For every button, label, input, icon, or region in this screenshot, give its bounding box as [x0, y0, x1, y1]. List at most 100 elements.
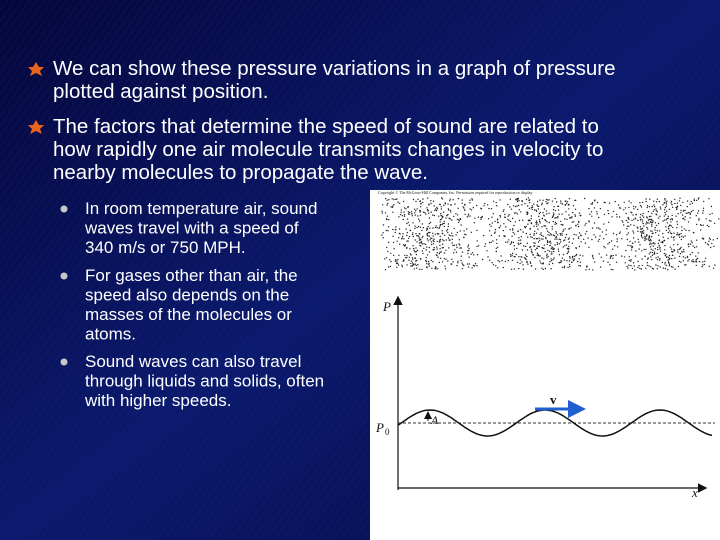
molecule-dot [414, 239, 416, 241]
molecule-dot [471, 267, 473, 269]
molecule-dot [596, 213, 598, 215]
molecule-dot [577, 237, 580, 239]
molecule-dot [680, 238, 683, 241]
molecule-dot [664, 199, 666, 201]
molecule-dot [592, 269, 594, 271]
molecule-dot [397, 258, 399, 261]
molecule-dot [659, 248, 661, 250]
molecule-dot [659, 266, 661, 268]
molecule-dot [648, 265, 650, 267]
molecule-dot [439, 223, 442, 226]
molecule-dot [415, 260, 417, 262]
molecule-dot [683, 228, 685, 230]
molecule-dot [677, 249, 679, 251]
molecule-dot [553, 250, 555, 253]
molecule-dot [411, 233, 414, 236]
molecule-dot [652, 245, 654, 247]
bullet-text: The factors that determine the speed of … [53, 115, 599, 138]
molecule-dot [677, 234, 679, 236]
molecule-dot [530, 222, 532, 224]
molecule-dot [548, 221, 550, 224]
molecule-dot [695, 255, 697, 257]
molecule-dot [573, 255, 576, 258]
molecule-dot [560, 260, 562, 262]
molecule-dot [480, 207, 482, 209]
molecule-dot [668, 258, 670, 261]
molecule-dot [509, 243, 511, 246]
molecule-dot [458, 221, 460, 224]
molecule-dot [541, 203, 543, 206]
molecule-dot [468, 247, 470, 250]
molecule-dot [550, 242, 552, 244]
molecule-dot [615, 261, 618, 263]
molecule-dot [549, 234, 551, 236]
molecule-dot [680, 233, 682, 235]
molecule-dot [428, 217, 431, 219]
molecule-dot [696, 257, 699, 259]
molecule-dot [414, 263, 416, 265]
molecule-dot [405, 208, 407, 210]
molecule-dot [426, 254, 429, 256]
molecule-dot [703, 263, 706, 266]
molecule-dot [428, 251, 431, 253]
molecule-dot [441, 243, 444, 245]
molecule-dot [416, 249, 419, 252]
molecule-dot [421, 223, 424, 225]
molecule-dot [639, 216, 641, 218]
molecule-dot [414, 214, 416, 216]
molecule-dot [561, 266, 564, 268]
molecule-dot [637, 230, 639, 232]
molecule-dot [495, 201, 497, 204]
molecule-dot [568, 203, 570, 206]
molecule-dot [649, 243, 651, 246]
molecule-dot [509, 220, 512, 223]
molecule-dot [564, 228, 566, 230]
molecule-dot [571, 255, 574, 258]
molecule-dot [674, 202, 676, 205]
molecule-dot [544, 250, 546, 253]
molecule-dot [546, 240, 549, 243]
molecule-dot [411, 260, 413, 262]
molecule-dot [702, 264, 704, 266]
molecule-dot [480, 218, 482, 220]
molecule-dot [530, 215, 533, 217]
molecule-dot [537, 224, 539, 226]
molecule-dot [670, 202, 672, 204]
molecule-dot [665, 253, 667, 255]
molecule-dot [426, 263, 428, 265]
molecule-dot [560, 202, 562, 204]
molecule-dot [604, 202, 606, 204]
molecule-dot [406, 246, 408, 249]
molecule-dot [665, 226, 667, 228]
molecule-dot [678, 236, 681, 238]
molecule-dot [516, 247, 518, 250]
molecule-dot [661, 241, 664, 243]
molecule-dot [708, 198, 710, 200]
molecule-dot [541, 202, 543, 204]
molecule-dot [658, 239, 660, 242]
molecule-dot [637, 208, 639, 211]
molecule-dot [663, 239, 666, 242]
molecule-dot [707, 244, 710, 246]
molecule-dot [400, 209, 402, 211]
molecule-dot [531, 206, 534, 208]
molecule-dot [601, 231, 603, 233]
molecule-dot [645, 248, 647, 251]
molecule-dot [637, 238, 639, 241]
molecule-dot [648, 215, 651, 218]
molecule-dot [525, 258, 527, 261]
molecule-dot [689, 217, 691, 219]
molecule-dot [651, 236, 653, 238]
molecule-dot [413, 249, 415, 252]
molecule-dot [639, 244, 641, 246]
molecule-dot [392, 205, 394, 207]
molecule-dot [566, 260, 568, 262]
molecule-dot [674, 268, 676, 270]
molecule-dot [563, 267, 566, 269]
molecule-dot [679, 197, 681, 199]
molecule-dot [584, 197, 586, 200]
molecule-dot [629, 240, 631, 243]
molecule-dot [610, 268, 612, 271]
molecule-dot [686, 205, 688, 208]
molecule-dot [453, 244, 455, 246]
